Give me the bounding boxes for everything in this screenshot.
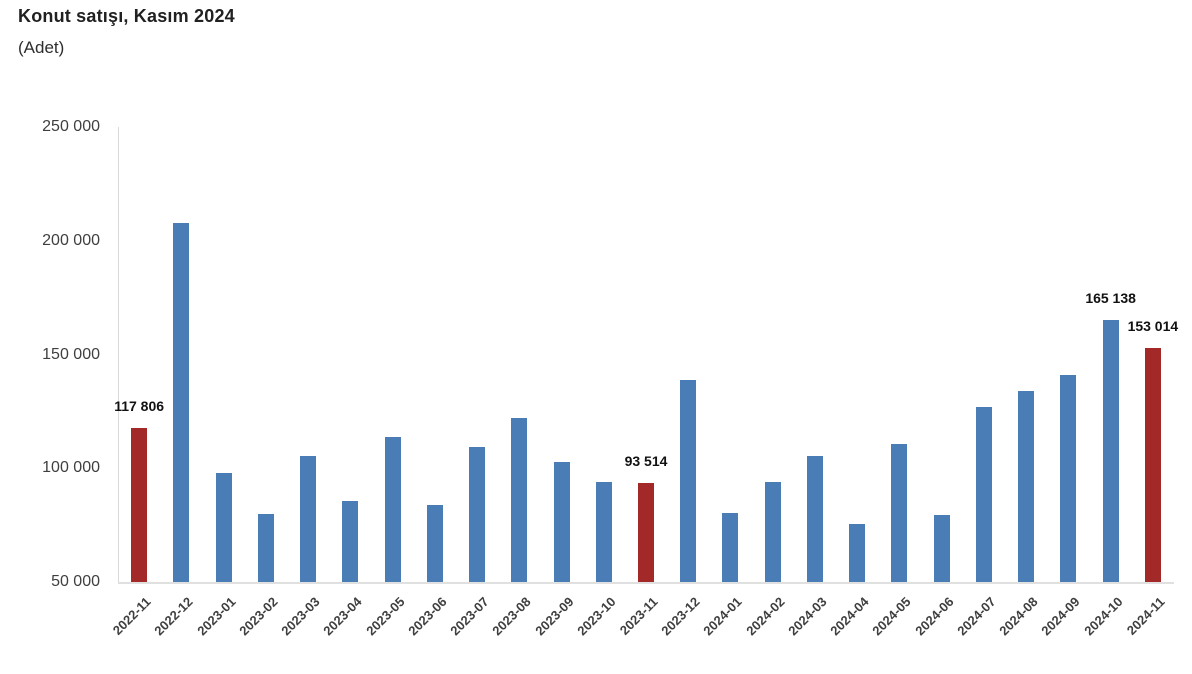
bar — [173, 222, 190, 582]
bar — [680, 380, 697, 582]
bar — [806, 455, 823, 582]
bar-value-label: 93 514 — [624, 453, 668, 469]
bar — [595, 482, 612, 582]
bar — [553, 462, 570, 582]
bar — [891, 444, 908, 582]
bar — [300, 455, 317, 582]
y-axis-line — [118, 127, 119, 582]
chart-title: Konut satışı, Kasım 2024 — [18, 6, 235, 26]
bar — [469, 446, 486, 582]
y-axis-tick-label: 250 000 — [42, 118, 100, 135]
bar — [1102, 320, 1119, 582]
x-axis-baseline — [118, 582, 1174, 584]
bar — [215, 473, 232, 582]
bar-highlighted — [1144, 347, 1161, 582]
bar — [511, 417, 528, 582]
bar-value-label: 117 806 — [114, 397, 165, 414]
y-axis-tick-label: 150 000 — [42, 345, 100, 363]
bar — [1018, 390, 1035, 582]
bar — [426, 505, 443, 582]
y-axis-tick-label: 100 000 — [42, 459, 100, 477]
bar — [975, 406, 992, 582]
bar-value-label: 165 138 — [1085, 290, 1136, 307]
bar — [384, 437, 401, 582]
bar — [933, 515, 950, 582]
bar — [849, 523, 866, 582]
bar-highlighted — [131, 427, 148, 582]
bar-value-label: 153 014 — [1127, 317, 1179, 334]
bar — [257, 513, 274, 582]
bar-highlighted — [638, 483, 654, 582]
chart-subtitle: (Adet) — [18, 38, 65, 57]
y-axis-tick-label: 200 000 — [42, 231, 100, 249]
bar — [1060, 375, 1077, 582]
bar — [722, 513, 739, 582]
bar — [764, 482, 781, 582]
bar — [342, 500, 359, 582]
y-axis-tick-label: 50 000 — [51, 573, 100, 590]
